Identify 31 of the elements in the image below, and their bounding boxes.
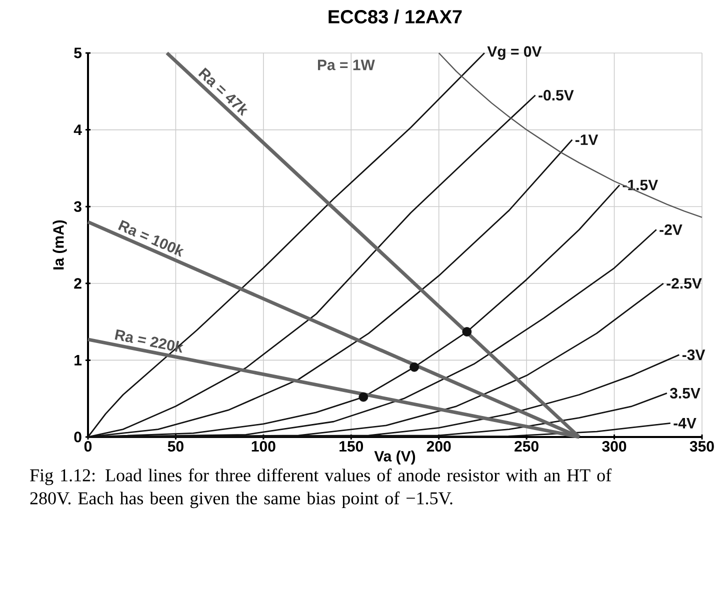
series-label: -2.5V <box>666 278 702 289</box>
y-tick-label: 1 <box>74 355 82 366</box>
y-tick-label: 5 <box>74 48 82 58</box>
x-tick-label: 100 <box>252 441 276 452</box>
series-label: -0.5V <box>538 90 574 101</box>
text: Pa = 1W <box>318 60 375 70</box>
x-tick-label: 0 <box>84 441 92 452</box>
y-tick-label: 0 <box>74 432 82 442</box>
x-tick-label: 50 <box>168 441 184 452</box>
series-label: Vg = 0V <box>487 46 542 60</box>
x-tick-label: 300 <box>602 441 626 452</box>
y-tick-label: 2 <box>74 278 82 289</box>
caption: Fig 1.12: Load lines for three different values of anode resistor with an HT of 280V. Each has been given the same bias point of −1.5V. <box>30 468 612 508</box>
x-axis-title: Va (V) <box>374 450 416 464</box>
series-label: -1.5V <box>622 180 658 190</box>
text: Ra = 220k <box>114 329 184 353</box>
y-axis-title: Ia (mA) <box>52 220 67 270</box>
series-label: -2V <box>660 224 682 235</box>
series-label: 3.5V <box>670 388 700 399</box>
y-tick-label: 4 <box>74 124 82 135</box>
chart-title: ECC83 / 12AX7 <box>328 10 462 24</box>
y-tick-label: 3 <box>74 201 82 212</box>
x-tick-label: 150 <box>340 441 364 452</box>
text: Ra = 47k <box>198 68 248 116</box>
series-label: -4V <box>674 418 696 428</box>
x-tick-label: 250 <box>514 441 538 452</box>
series-label: -3V <box>682 349 706 360</box>
text: Ra = 100k <box>118 220 184 257</box>
x-tick-label: 200 <box>426 441 451 452</box>
x-tick-label: 350 <box>690 441 714 452</box>
series-label: -1V <box>575 134 598 145</box>
